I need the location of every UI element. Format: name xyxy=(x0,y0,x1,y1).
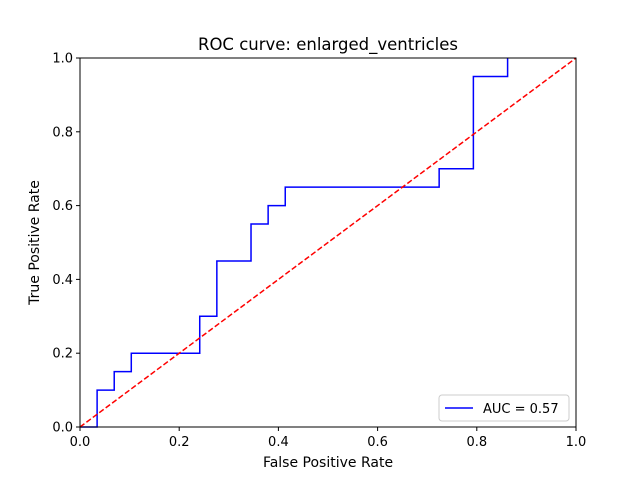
y-tick-label: 0.0 xyxy=(52,421,73,436)
x-axis-label: False Positive Rate xyxy=(263,455,393,471)
y-tick-label: 0.8 xyxy=(52,125,73,140)
x-tick-label: 0.0 xyxy=(70,435,91,450)
x-tick-label: 0.8 xyxy=(466,435,487,450)
legend: AUC = 0.57 xyxy=(438,394,570,422)
legend-box xyxy=(438,394,570,422)
chance-diagonal-line xyxy=(79,57,577,428)
plot-frame xyxy=(79,57,577,428)
y-tick-label: 0.4 xyxy=(52,273,73,288)
y-axis-ticks: 0.0 0.2 0.4 0.6 0.8 1.0 xyxy=(52,52,80,436)
legend-entry-auc: AUC = 0.57 xyxy=(483,402,559,417)
roc-curve-line xyxy=(80,58,509,428)
y-tick-label: 0.6 xyxy=(52,199,73,214)
y-tick-label: 0.2 xyxy=(52,347,73,362)
y-tick-label: 1.0 xyxy=(52,52,73,67)
chart-title: ROC curve: enlarged_ventricles xyxy=(198,35,458,55)
x-tick-label: 0.2 xyxy=(169,435,190,450)
x-tick-label: 1.0 xyxy=(566,435,587,450)
y-axis-label: True Positive Rate xyxy=(27,180,43,306)
x-axis-ticks: 0.0 0.2 0.4 0.6 0.8 1.0 xyxy=(70,427,587,450)
x-tick-label: 0.6 xyxy=(367,435,388,450)
plot-series xyxy=(79,57,577,428)
x-tick-label: 0.4 xyxy=(268,435,289,450)
